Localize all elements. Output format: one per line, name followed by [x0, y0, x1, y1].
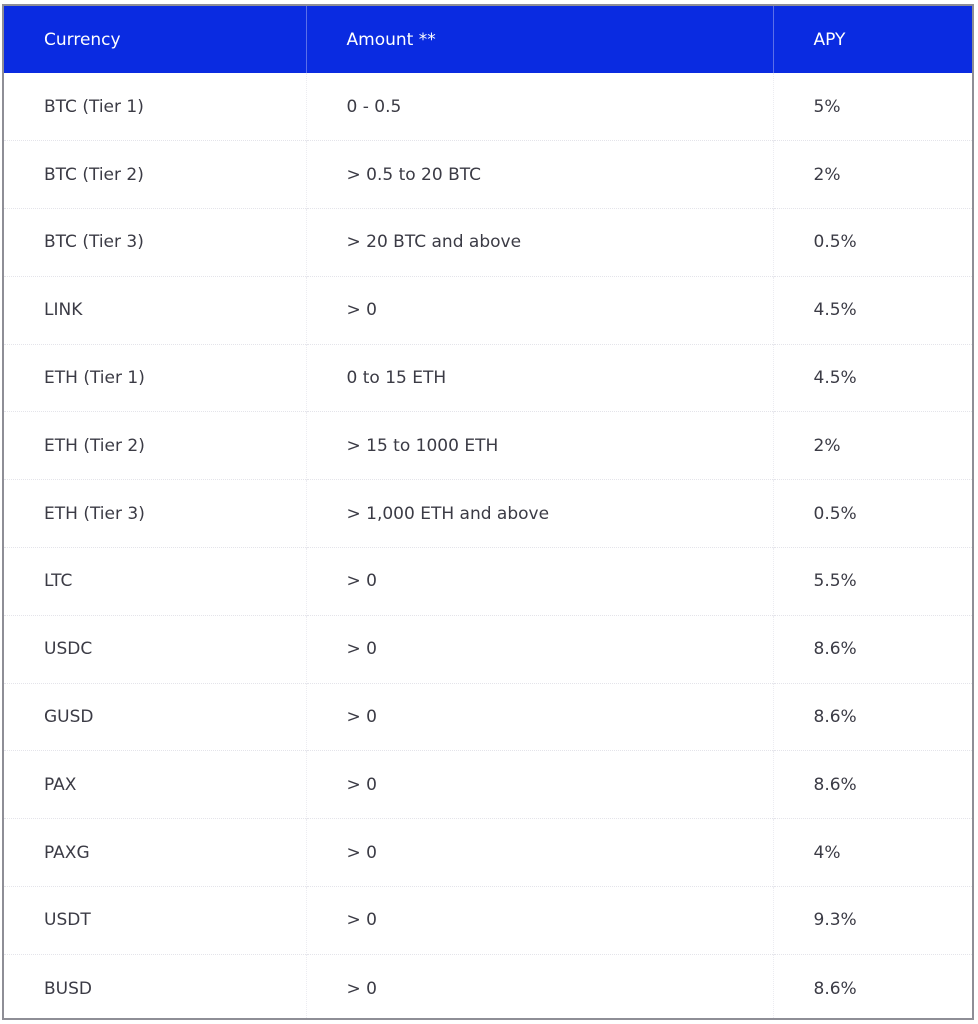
cell-apy: 0.5%	[813, 503, 857, 524]
table-row: BTC (Tier 2) > 0.5 to 20 BTC 2%	[4, 140, 972, 209]
cell-currency: USDC	[4, 615, 307, 684]
cell-amount: > 0	[306, 818, 774, 887]
cell-apy: 4.5%	[813, 368, 857, 389]
cell-amount: > 0	[306, 683, 774, 751]
table-body: BTC (Tier 1) 0 - 0.5 5% BTC (Tier 2) > 0…	[4, 73, 972, 1018]
cell-apy: 4.5%	[813, 300, 857, 321]
table-row: LINK > 0 4.5%	[4, 276, 972, 345]
cell-amount: > 0	[306, 615, 774, 684]
cell-amount: > 20 BTC and above	[306, 208, 774, 277]
cell-amount: 0 - 0.5	[306, 73, 774, 141]
cell-amount: > 15 to 1000 ETH	[306, 411, 774, 480]
table-row: BTC (Tier 1) 0 - 0.5 5%	[4, 73, 972, 141]
cell-amount: > 0	[306, 276, 774, 345]
cell-currency: ETH (Tier 3)	[4, 479, 307, 548]
cell-currency: PAXG	[4, 818, 307, 887]
cell-amount: > 0	[306, 547, 774, 616]
header-apy: APY	[813, 29, 846, 50]
table-header: Currency Amount ** APY	[4, 6, 972, 73]
cell-amount: > 0	[306, 954, 774, 1018]
table-row: BUSD > 0 8.6%	[4, 954, 972, 1018]
table-row: ETH (Tier 3) > 1,000 ETH and above 0.5%	[4, 479, 972, 548]
header-amount: Amount **	[306, 6, 774, 73]
cell-currency: ETH (Tier 2)	[4, 411, 307, 480]
table-row: USDC > 0 8.6%	[4, 615, 972, 684]
rates-table-frame: Currency Amount ** APY BTC (Tier 1) 0 - …	[2, 4, 974, 1020]
cell-apy: 8.6%	[813, 639, 857, 660]
cell-currency: ETH (Tier 1)	[4, 344, 307, 412]
cell-amount: > 0	[306, 750, 774, 819]
cell-amount: > 1,000 ETH and above	[306, 479, 774, 548]
cell-apy: 5.5%	[813, 571, 857, 592]
cell-apy: 8.6%	[813, 774, 857, 795]
table-row: ETH (Tier 2) > 15 to 1000 ETH 2%	[4, 411, 972, 480]
cell-currency: PAX	[4, 750, 307, 819]
cell-currency: LINK	[4, 276, 307, 345]
cell-apy: 9.3%	[813, 910, 857, 931]
table-row: GUSD > 0 8.6%	[4, 683, 972, 751]
cell-apy: 8.6%	[813, 707, 857, 728]
cell-amount: 0 to 15 ETH	[306, 344, 774, 412]
table-row: PAXG > 0 4%	[4, 818, 972, 887]
cell-amount: > 0.5 to 20 BTC	[306, 140, 774, 209]
cell-apy: 2%	[813, 435, 841, 456]
table-row: USDT > 0 9.3%	[4, 886, 972, 955]
table-row: LTC > 0 5.5%	[4, 547, 972, 616]
header-row: Currency Amount ** APY	[4, 6, 972, 73]
cell-currency: BUSD	[4, 954, 307, 1018]
cell-amount: > 0	[306, 886, 774, 955]
cell-currency: BTC (Tier 1)	[4, 73, 307, 141]
cell-currency: BTC (Tier 3)	[4, 208, 307, 277]
cell-currency: USDT	[4, 886, 307, 955]
cell-apy: 4%	[813, 842, 841, 863]
cell-currency: LTC	[4, 547, 307, 616]
cell-apy: 8.6%	[813, 978, 857, 999]
cell-currency: BTC (Tier 2)	[4, 140, 307, 209]
table-row: PAX > 0 8.6%	[4, 750, 972, 819]
cell-apy: 5%	[813, 96, 841, 117]
table-row: ETH (Tier 1) 0 to 15 ETH 4.5%	[4, 344, 972, 412]
cell-currency: GUSD	[4, 683, 307, 751]
cell-apy: 0.5%	[813, 232, 857, 253]
cell-apy: 2%	[813, 164, 841, 185]
rates-table: Currency Amount ** APY BTC (Tier 1) 0 - …	[4, 6, 972, 1018]
table-row: BTC (Tier 3) > 20 BTC and above 0.5%	[4, 208, 972, 277]
header-currency: Currency	[4, 6, 307, 73]
